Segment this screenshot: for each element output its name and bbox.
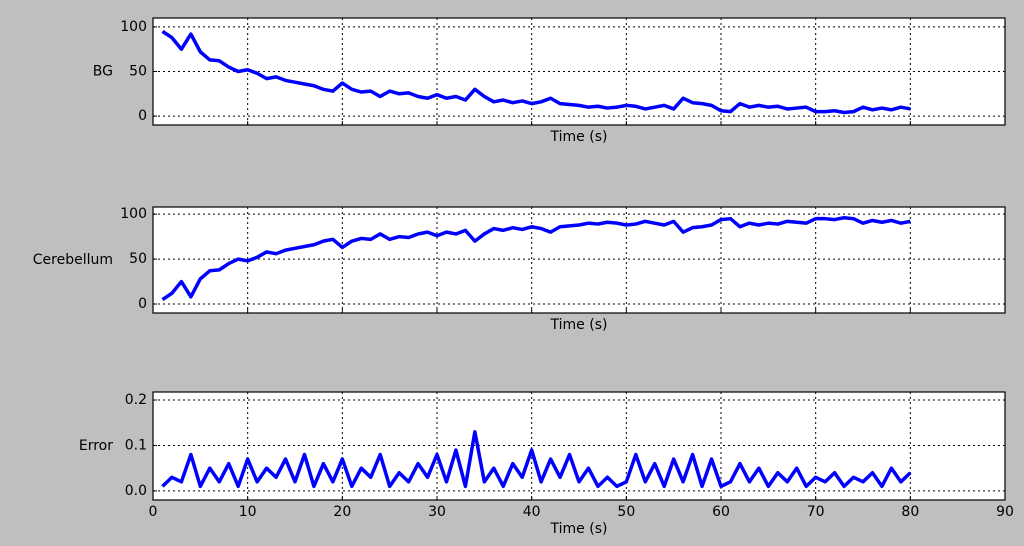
x-axis-label: Time (s) [550,129,608,145]
plot-frame [152,206,1006,314]
data-line [161,216,911,301]
x-tick-label: 60 [712,504,730,520]
x-axis-label: Time (s) [550,317,608,333]
x-tick-label: 70 [807,504,825,520]
x-tick-label: 20 [333,504,351,520]
y-tick-label: 50 [129,64,147,80]
y-tick-label: 0.2 [125,392,147,408]
y-tick-label: 0.0 [125,483,147,499]
plot-frame [152,17,1006,126]
y-axis-label: Cerebellum [33,252,113,268]
y-tick-label: 0 [138,296,147,312]
plot-frame [152,391,1006,501]
data-line [161,430,912,489]
y-axis-label: Error [79,438,113,454]
y-tick-label: 0 [138,108,147,124]
x-tick-label: 90 [996,504,1014,520]
y-tick-label: 50 [129,251,147,267]
x-tick-label: 10 [239,504,257,520]
x-axis-label: Time (s) [550,521,608,537]
x-tick-label: 30 [428,504,446,520]
x-tick-label: 50 [617,504,635,520]
data-line [161,29,911,115]
x-tick-label: 80 [901,504,919,520]
y-tick-label: 0.1 [125,437,147,453]
x-tick-label: 0 [149,504,158,520]
plot-area [153,392,1005,500]
y-axis-label: BG [93,64,113,80]
y-tick-label: 100 [120,19,147,35]
y-tick-label: 100 [120,206,147,222]
x-tick-label: 40 [523,504,541,520]
